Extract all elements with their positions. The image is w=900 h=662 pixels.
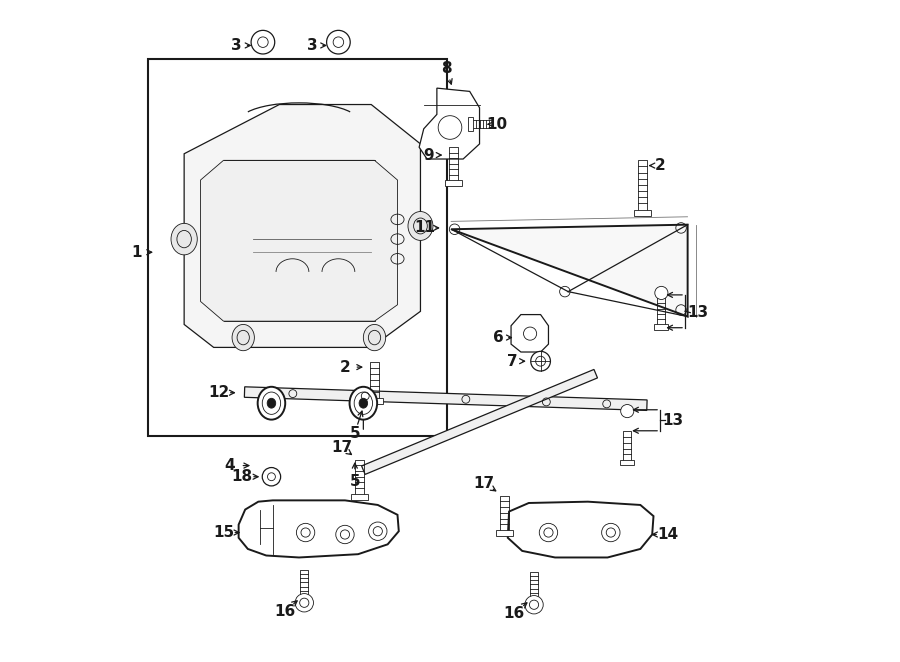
Polygon shape [419,88,480,159]
Ellipse shape [364,324,386,351]
Text: 2: 2 [654,158,665,173]
Ellipse shape [171,223,197,255]
Text: 3: 3 [307,38,318,53]
Circle shape [295,594,313,612]
Bar [634,210,651,216]
Text: 14: 14 [657,527,679,542]
Polygon shape [201,160,398,321]
Bar [496,530,513,536]
Text: 16: 16 [274,604,295,619]
Bar [366,398,382,404]
Text: 13: 13 [662,413,684,428]
Ellipse shape [408,212,433,240]
Text: 13: 13 [688,305,708,320]
Bar [148,58,446,436]
Circle shape [251,30,274,54]
Text: 1: 1 [131,245,141,260]
Text: 17: 17 [331,440,352,455]
Text: 11: 11 [415,220,436,236]
Bar [654,324,669,330]
Text: 12: 12 [208,385,230,401]
Bar [468,117,473,131]
Text: 18: 18 [231,469,253,484]
Text: 15: 15 [213,525,234,540]
Polygon shape [451,224,688,316]
Circle shape [327,30,350,54]
Circle shape [531,352,551,371]
Text: 3: 3 [231,38,242,53]
Text: 10: 10 [487,117,508,132]
Polygon shape [508,502,653,557]
Ellipse shape [232,324,255,351]
Text: 5: 5 [349,426,360,441]
Bar [445,180,462,186]
Circle shape [525,596,544,614]
Ellipse shape [267,399,275,408]
Polygon shape [245,387,647,410]
Text: 2: 2 [339,359,350,375]
Text: 5: 5 [349,475,360,489]
Polygon shape [184,105,420,348]
Ellipse shape [257,387,285,420]
Circle shape [655,287,668,299]
Circle shape [621,404,634,418]
Text: 9: 9 [424,148,435,163]
Polygon shape [362,369,598,475]
Bar [620,460,634,465]
Text: 16: 16 [504,606,525,621]
Text: 7: 7 [507,354,517,369]
Ellipse shape [349,387,377,420]
Polygon shape [238,500,399,557]
Ellipse shape [359,399,367,408]
Text: 8: 8 [441,61,452,76]
Polygon shape [511,314,548,352]
Text: 17: 17 [473,476,495,491]
Text: 6: 6 [492,330,503,345]
Text: 4: 4 [225,458,236,473]
Circle shape [262,467,281,486]
Bar [351,494,368,500]
